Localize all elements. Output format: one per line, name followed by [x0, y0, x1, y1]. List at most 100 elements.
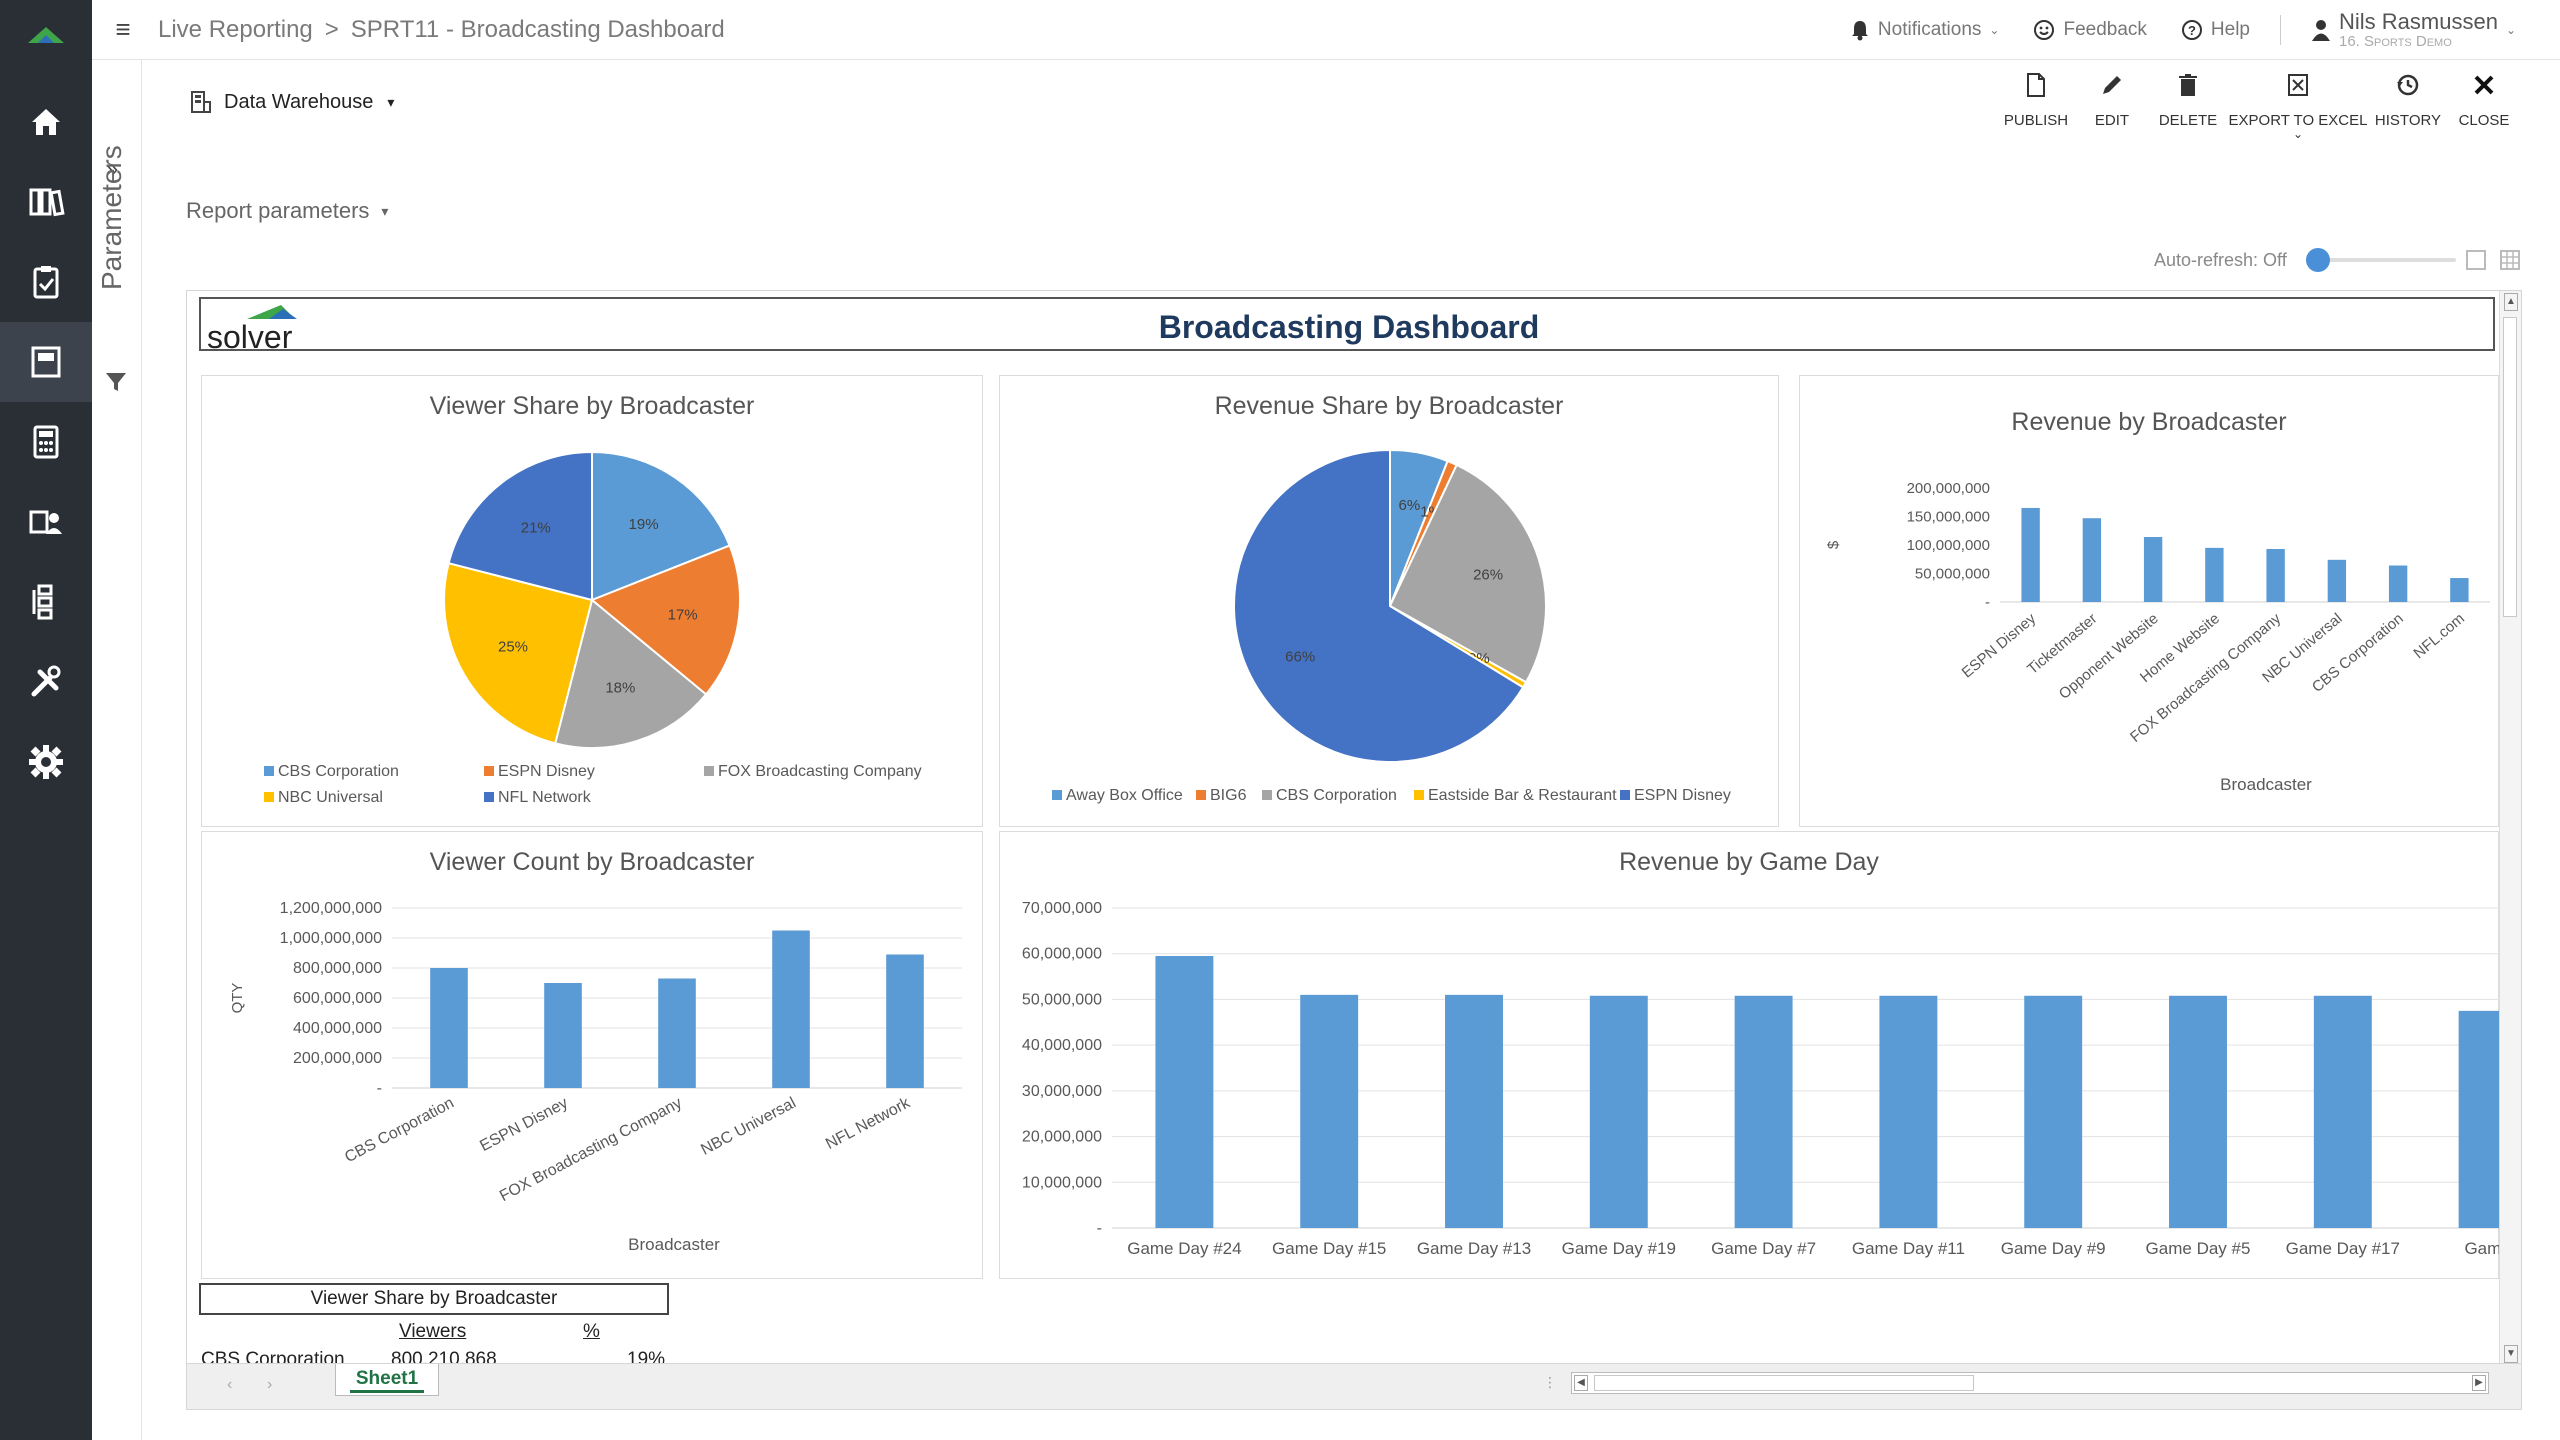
scrollbar-thumb[interactable]: [2503, 317, 2517, 617]
x-tick-label: ESPN Disney: [477, 1095, 571, 1156]
parameters-label[interactable]: Parameters: [96, 145, 127, 290]
report-parameters-label: Report parameters: [186, 198, 370, 223]
bar: [2205, 547, 2224, 602]
expand-view-icon[interactable]: [2466, 250, 2486, 270]
nav-home[interactable]: [0, 82, 92, 162]
notifications-button[interactable]: Notifications ⌄: [1850, 19, 2000, 41]
close-label: CLOSE: [2458, 112, 2510, 129]
legend-swatch: [704, 766, 714, 776]
data-source-label: Data Warehouse: [224, 90, 374, 113]
chart-viewer-count-plot: - 200,000,000 400,000,000 600,000,000 800,00…: [229, 900, 962, 1254]
nav-tools[interactable]: [0, 642, 92, 722]
bar: [1155, 956, 1214, 1228]
scroll-down-icon[interactable]: ▼: [2504, 1345, 2518, 1363]
h-scrollbar-thumb[interactable]: [1594, 1375, 1974, 1391]
history-icon: [2397, 74, 2419, 96]
nav-reports[interactable]: [0, 322, 92, 402]
pencil-icon: [2103, 76, 2121, 94]
chart-viewer-count: Viewer Count by Broadcaster - 200,000,000…: [201, 831, 983, 1279]
horizontal-scrollbar[interactable]: ◀ ▶: [1571, 1372, 2489, 1394]
y-tick-label: -: [1097, 1220, 1102, 1237]
user-icon: [2312, 20, 2330, 41]
chevron-down-icon: ⌄: [1989, 23, 2000, 37]
chart-title: Viewer Share by Broadcaster: [429, 392, 755, 420]
tab-sheet1[interactable]: Sheet1: [335, 1364, 439, 1396]
pie-data-label: 21%: [521, 519, 551, 536]
scroll-right-icon[interactable]: ▶: [2472, 1375, 2486, 1391]
pie-slice: [553, 598, 708, 749]
y-axis-label: $: [1825, 540, 1842, 549]
y-tick-label: -: [377, 1080, 382, 1097]
sheet-tab-bar: ‹ › Sheet1 ⋮ ◀ ▶: [187, 1363, 2521, 1409]
splitter-icon[interactable]: ⋮: [1543, 1374, 1557, 1390]
chart-revenue-by-broadcaster-plot: - 50,000,000 100,000,000 150,000,000 200,000…: [1825, 480, 2490, 794]
gear-icon: [29, 745, 63, 779]
bar: [772, 930, 810, 1088]
export-excel-button[interactable]: EXPORT TO EXCEL ⌄: [2228, 72, 2368, 141]
nav-users[interactable]: [0, 482, 92, 562]
report-icon: [31, 346, 61, 378]
tab-next-icon[interactable]: ›: [267, 1376, 273, 1393]
data-source-dropdown[interactable]: Data Warehouse ▾: [190, 90, 394, 114]
vertical-scrollbar[interactable]: ▲ ▼: [2499, 291, 2521, 1363]
user-menu[interactable]: Nils Rasmussen 16. Sports Demo ⌄: [2311, 9, 2516, 51]
smiley-icon: [2034, 20, 2055, 40]
library-icon: [29, 188, 65, 217]
x-tick-label: Game Day #5: [2146, 1239, 2251, 1258]
close-button[interactable]: CLOSE: [2448, 72, 2520, 139]
nav-hierarchy[interactable]: [0, 562, 92, 642]
y-tick-label: 1,000,000,000: [280, 930, 382, 947]
pie-slice: [443, 561, 594, 745]
y-tick-label: 1,200,000,000: [280, 900, 382, 917]
bar: [544, 983, 582, 1088]
nav-library[interactable]: [0, 162, 92, 242]
report-parameters-toggle[interactable]: Report parameters ▾: [186, 198, 388, 224]
bar: [2082, 518, 2102, 602]
nav-settings[interactable]: [0, 722, 92, 802]
excel-icon: [2288, 74, 2308, 96]
history-button[interactable]: HISTORY: [2372, 72, 2444, 139]
scroll-up-icon[interactable]: ▲: [2504, 293, 2518, 311]
grid-view-icon[interactable]: [2500, 250, 2520, 270]
chevron-down-icon: ⌄: [2292, 127, 2304, 141]
bar: [1589, 995, 1648, 1228]
bar: [1445, 994, 1503, 1228]
nav-tasks[interactable]: [0, 242, 92, 322]
bar: [2450, 578, 2469, 602]
menu-icon[interactable]: ≡: [115, 14, 131, 44]
tab-prev-icon[interactable]: ‹: [227, 1376, 233, 1393]
pie-data-label: 66%: [1285, 648, 1315, 665]
parameters-panel: » Parameters: [92, 60, 142, 1440]
legend-label: ESPN Disney: [1634, 787, 1731, 804]
x-tick-label: NFL Network: [823, 1094, 914, 1153]
notifications-label: Notifications: [1877, 19, 1982, 40]
pie-data-label: 26%: [1473, 567, 1503, 584]
expand-icon[interactable]: »: [106, 156, 119, 181]
close-icon: [2474, 75, 2494, 95]
legend-label: BIG6: [1210, 787, 1247, 804]
help-button[interactable]: ? Help: [2181, 19, 2250, 41]
y-tick-label: -: [1985, 594, 1990, 611]
bar: [2266, 548, 2285, 602]
publish-button[interactable]: PUBLISH: [2000, 72, 2072, 139]
x-axis-label: Broadcaster: [628, 1235, 720, 1254]
breadcrumb-root[interactable]: Live Reporting: [158, 16, 313, 43]
app-logo[interactable]: [0, 0, 92, 70]
y-tick-label: 40,000,000: [1022, 1037, 1102, 1054]
x-tick-label: FOX Broadcasting Company: [497, 1095, 685, 1206]
scroll-left-icon[interactable]: ◀: [1574, 1375, 1588, 1391]
slider-knob[interactable]: [2306, 248, 2330, 272]
auto-refresh-slider[interactable]: [2306, 248, 2456, 272]
edit-button[interactable]: EDIT: [2076, 72, 2148, 139]
bar: [1879, 995, 1938, 1228]
spreadsheet-view[interactable]: Broadcasting Dashboard solver Viewer Sha…: [186, 290, 2522, 1410]
help-icon: ?: [2181, 20, 2202, 40]
delete-button[interactable]: DELETE: [2152, 72, 2224, 139]
nav-calculator[interactable]: [0, 402, 92, 482]
filter-icon[interactable]: [104, 370, 128, 399]
legend-swatch: [484, 766, 494, 776]
legend-label: Away Box Office: [1066, 787, 1183, 804]
left-nav-rail: [0, 0, 92, 1440]
pie-data-label: 19%: [629, 516, 659, 533]
feedback-button[interactable]: Feedback: [2033, 19, 2147, 41]
